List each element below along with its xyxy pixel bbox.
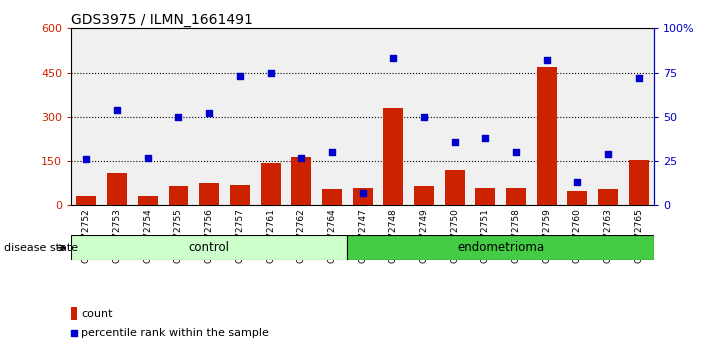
Point [112,107,123,113]
Bar [444,170,465,205]
Bar [414,186,434,205]
Bar [598,189,618,205]
Bar [199,183,219,205]
Point [387,56,399,61]
Bar [230,185,250,205]
Point [418,114,429,120]
Point [633,75,644,81]
Bar [629,160,648,205]
Point [234,73,245,79]
Point [572,179,583,185]
Point [449,139,460,144]
Bar [506,188,526,205]
Point [265,70,277,75]
Point [357,190,368,196]
Bar [383,108,403,205]
Bar [77,196,97,205]
Text: GDS3975 / ILMN_1661491: GDS3975 / ILMN_1661491 [71,13,253,27]
Text: disease state: disease state [4,243,77,253]
Text: count: count [81,309,112,319]
Bar [476,188,496,205]
Point [326,149,338,155]
Bar [260,162,281,205]
Bar [537,67,557,205]
Bar [567,190,587,205]
Point [480,135,491,141]
Point [510,149,522,155]
Bar [138,196,158,205]
Point [173,114,184,120]
Bar [107,173,127,205]
Text: control: control [188,241,230,254]
Bar [353,188,373,205]
Text: endometrioma: endometrioma [457,241,544,254]
Bar [71,235,347,260]
Bar [71,307,77,320]
Bar [347,235,654,260]
Point [602,151,614,157]
Bar [322,189,342,205]
Point [81,156,92,162]
Point [296,155,307,160]
Point [203,110,215,116]
Bar [292,156,311,205]
Point [142,155,154,160]
Bar [169,186,188,205]
Point [68,330,80,336]
Text: percentile rank within the sample: percentile rank within the sample [81,328,269,338]
Point [541,57,552,63]
